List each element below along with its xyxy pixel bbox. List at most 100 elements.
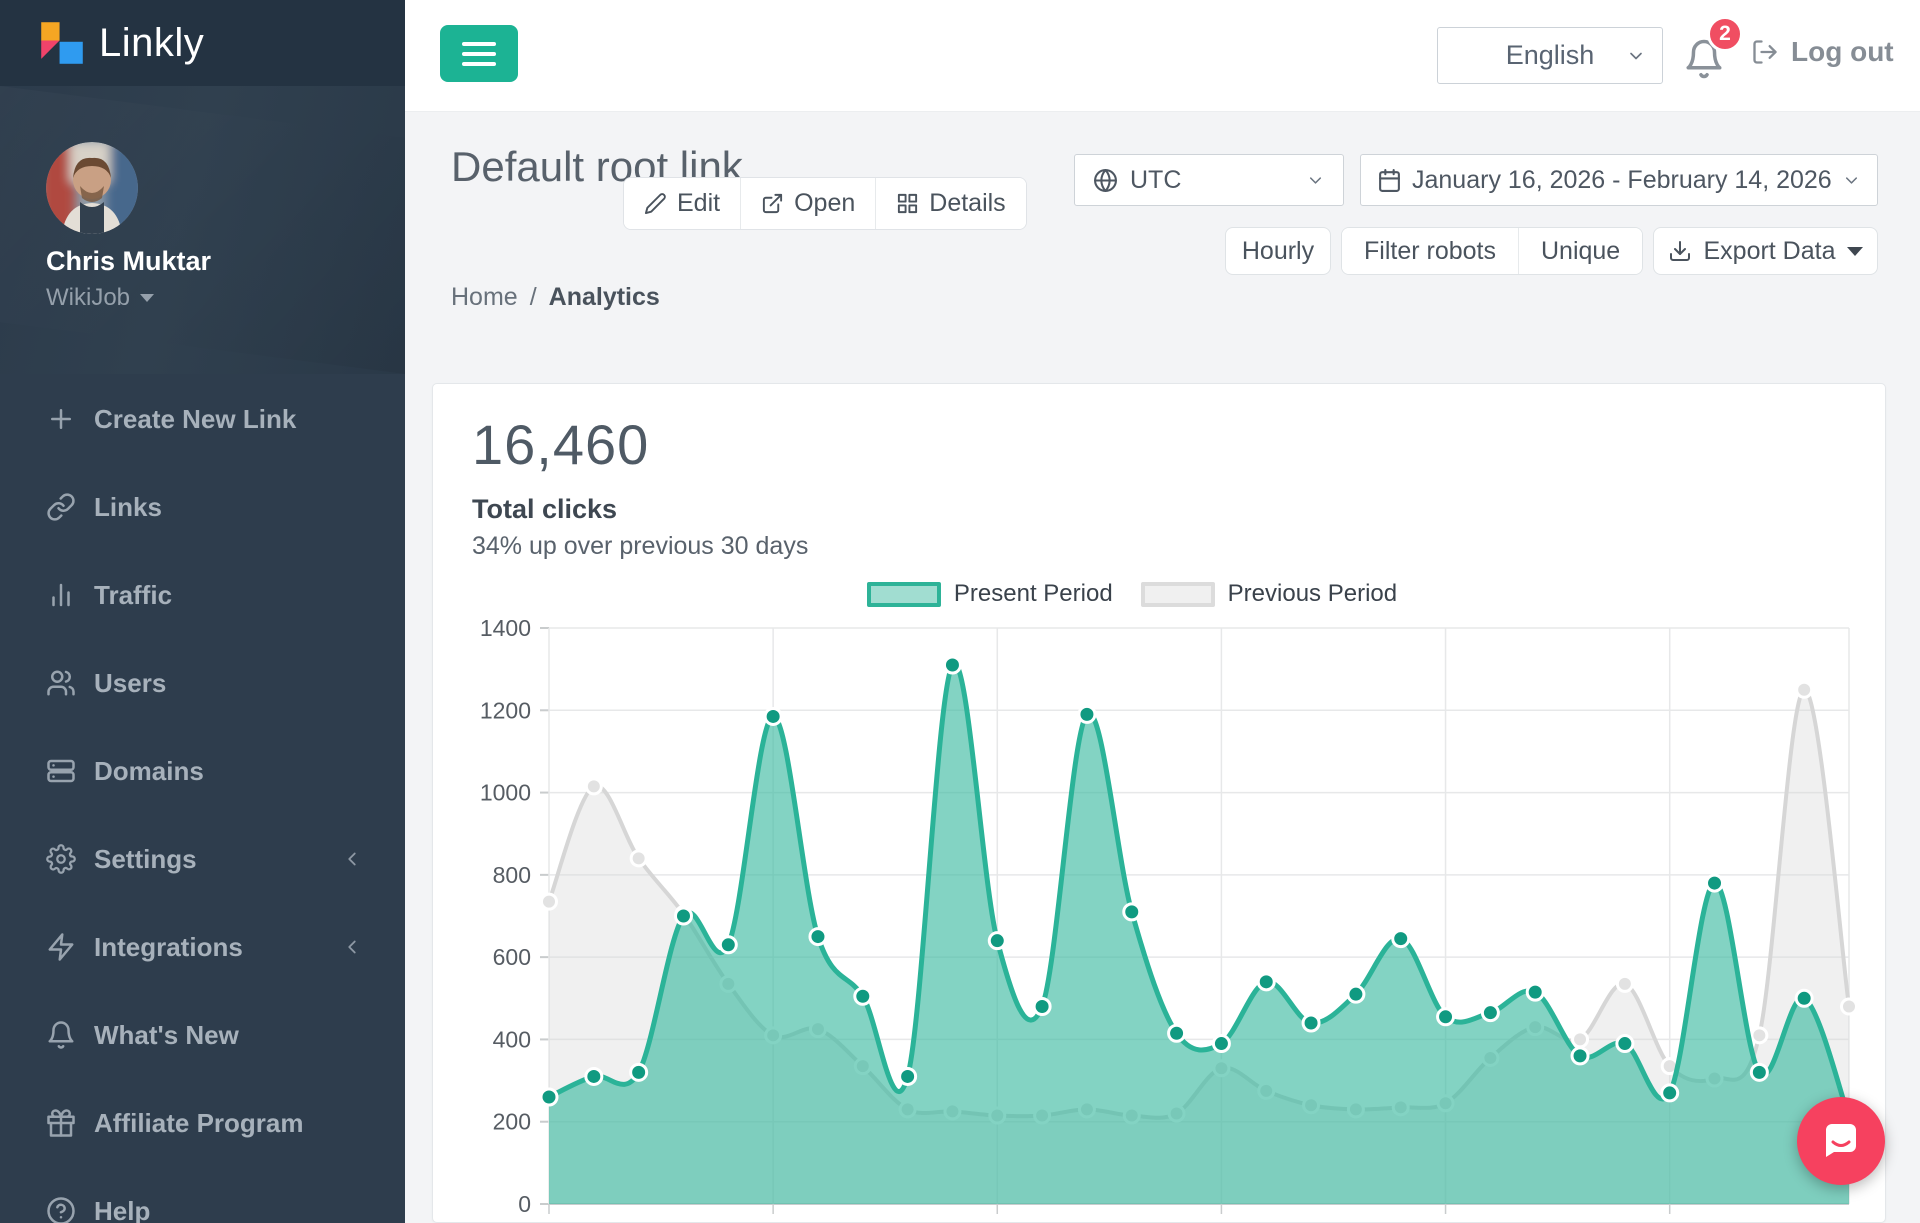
sidebar-item-label: Links xyxy=(94,491,162,522)
sidebar-item-label: Domains xyxy=(94,755,204,786)
y-axis-tick-label: 800 xyxy=(493,862,531,888)
present-period-point[interactable] xyxy=(1167,1023,1187,1043)
sidebar-item-settings[interactable]: Settings xyxy=(0,815,405,903)
present-period-point[interactable] xyxy=(1660,1083,1680,1103)
chat-launcher-button[interactable] xyxy=(1797,1097,1885,1185)
topbar: English 2 Log out xyxy=(405,0,1920,112)
present-period-point[interactable] xyxy=(1794,988,1814,1008)
breadcrumb-current: Analytics xyxy=(548,283,660,311)
bell-icon xyxy=(48,1021,74,1049)
menu-toggle-button[interactable] xyxy=(440,25,518,82)
details-label: Details xyxy=(929,189,1006,217)
calendar-icon xyxy=(1379,168,1400,192)
previous-period-swatch xyxy=(1140,581,1215,607)
sidebar-item-affiliate-program[interactable]: Affiliate Program xyxy=(0,1079,405,1167)
present-period-point[interactable] xyxy=(629,1062,649,1082)
date-range-select[interactable]: January 16, 2026 - February 14, 2026 xyxy=(1360,154,1878,206)
y-axis-tick-label: 0 xyxy=(518,1191,531,1217)
sidebar-item-domains[interactable]: Domains xyxy=(0,727,405,815)
chevron-down-icon xyxy=(1630,52,1642,59)
logo-bar[interactable]: Linkly xyxy=(0,0,405,86)
chevron-down-icon xyxy=(1309,176,1322,184)
export-label: Export Data xyxy=(1703,236,1836,265)
logout-button[interactable]: Log out xyxy=(1751,36,1894,68)
legend-previous-period[interactable]: Previous Period xyxy=(1140,580,1397,608)
workspace-selector[interactable]: WikiJob xyxy=(46,284,155,312)
present-period-point[interactable] xyxy=(1749,1062,1769,1082)
present-period-point[interactable] xyxy=(1615,1034,1635,1054)
present-period-point[interactable] xyxy=(718,935,738,955)
download-icon xyxy=(1670,241,1691,261)
present-period-point[interactable] xyxy=(1256,972,1276,992)
present-period-point[interactable] xyxy=(987,931,1007,951)
present-period-point[interactable] xyxy=(1705,873,1725,893)
previous-period-point[interactable] xyxy=(1750,1026,1769,1045)
breadcrumb-separator: / xyxy=(529,283,537,311)
present-period-point[interactable] xyxy=(1525,982,1545,1002)
language-select[interactable]: English xyxy=(1437,27,1663,84)
timezone-select[interactable]: UTC xyxy=(1074,154,1344,206)
y-axis-tick-label: 200 xyxy=(493,1109,531,1135)
workspace-name: WikiJob xyxy=(46,284,131,311)
present-period-point[interactable] xyxy=(808,927,828,947)
previous-period-point[interactable] xyxy=(1571,1030,1590,1049)
present-period-area xyxy=(549,663,1849,1204)
present-period-point[interactable] xyxy=(942,655,962,675)
open-button[interactable]: Open xyxy=(740,178,876,229)
analytics-card: 16,460 Total clicks 34% up over previous… xyxy=(432,383,1886,1223)
details-button[interactable]: Details xyxy=(875,178,1026,229)
sidebar-item-help[interactable]: Help xyxy=(0,1167,405,1223)
present-period-point[interactable] xyxy=(673,906,693,926)
sidebar-item-whats-new[interactable]: What's New xyxy=(0,991,405,1079)
previous-period-point[interactable] xyxy=(540,892,558,911)
sidebar-item-links[interactable]: Links xyxy=(0,463,405,551)
present-period-point[interactable] xyxy=(1570,1046,1590,1066)
legend-present-period[interactable]: Present Period xyxy=(866,580,1113,608)
previous-period-point[interactable] xyxy=(1615,974,1634,993)
sidebar-item-traffic[interactable]: Traffic xyxy=(0,551,405,639)
breadcrumb-home[interactable]: Home xyxy=(451,283,518,311)
sidebar-item-users[interactable]: Users xyxy=(0,639,405,727)
globe-icon xyxy=(1094,168,1117,192)
bell-icon xyxy=(1686,39,1722,79)
grid-icon xyxy=(898,193,918,214)
present-period-point[interactable] xyxy=(1032,997,1052,1017)
present-period-point[interactable] xyxy=(1391,929,1411,949)
previous-period-point[interactable] xyxy=(1840,997,1858,1016)
previous-period-point[interactable] xyxy=(629,849,648,868)
notification-badge: 2 xyxy=(1707,16,1743,52)
present-period-point[interactable] xyxy=(763,706,783,726)
previous-period-point[interactable] xyxy=(1795,680,1814,699)
total-clicks-value: 16,460 xyxy=(472,413,650,476)
present-period-point[interactable] xyxy=(1436,1007,1456,1027)
notifications-button[interactable]: 2 xyxy=(1683,16,1743,88)
present-period-point[interactable] xyxy=(584,1066,604,1086)
total-clicks-subtitle: 34% up over previous 30 days xyxy=(472,532,809,560)
present-period-point[interactable] xyxy=(1211,1034,1231,1054)
edit-button[interactable]: Edit xyxy=(624,178,741,229)
gear-icon xyxy=(46,844,76,874)
present-period-point[interactable] xyxy=(853,986,873,1006)
present-period-point[interactable] xyxy=(1346,984,1366,1004)
present-period-point[interactable] xyxy=(539,1087,559,1107)
lightning-icon xyxy=(48,933,74,961)
present-period-point[interactable] xyxy=(1122,902,1142,922)
sidebar-item-label: Traffic xyxy=(94,579,173,610)
users-icon xyxy=(47,670,75,696)
present-period-point[interactable] xyxy=(1480,1003,1500,1023)
export-data-button[interactable]: Export Data xyxy=(1653,227,1878,275)
sidebar-item-create-new-link[interactable]: Create New Link xyxy=(0,375,405,463)
chat-bubble-icon xyxy=(1826,1124,1856,1157)
sidebar-item-integrations[interactable]: Integrations xyxy=(0,903,405,991)
present-period-point[interactable] xyxy=(1077,704,1097,724)
legend-label: Present Period xyxy=(953,580,1113,607)
present-period-point[interactable] xyxy=(1301,1013,1321,1033)
previous-period-point[interactable] xyxy=(584,777,603,796)
edit-label: Edit xyxy=(677,189,721,217)
filter-robots-button[interactable]: Filter robots xyxy=(1342,228,1518,274)
present-period-point[interactable] xyxy=(898,1066,918,1086)
hourly-button[interactable]: Hourly xyxy=(1225,227,1331,275)
clicks-time-series-chart[interactable]: 0 200 400 600 800 1000 1200 1400 xyxy=(433,384,1886,1223)
unique-button[interactable]: Unique xyxy=(1517,228,1643,274)
